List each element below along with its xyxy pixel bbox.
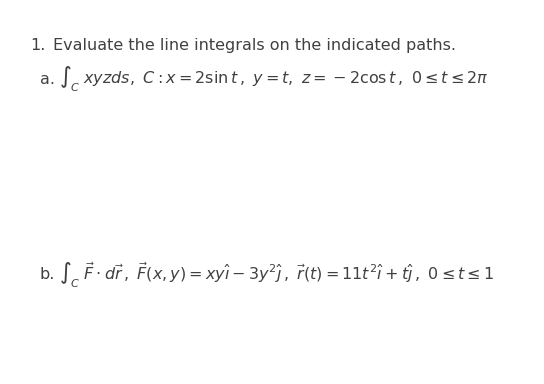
Text: $\int_C\ \vec{F} \cdot d\vec{r}\,,\ \vec{F}(x,y) = xy\hat{\imath} - 3y^2\hat{\jm: $\int_C\ \vec{F} \cdot d\vec{r}\,,\ \vec… — [59, 260, 494, 290]
Text: $\int_C\ xyzds,\ C: x = 2\sin t\,,\ y = t,\ z = -2\cos t\,,\ 0 \leq t \leq 2\pi$: $\int_C\ xyzds,\ C: x = 2\sin t\,,\ y = … — [59, 65, 489, 94]
Text: 1.: 1. — [30, 38, 46, 53]
Text: a.: a. — [40, 72, 55, 87]
Text: Evaluate the line integrals on the indicated paths.: Evaluate the line integrals on the indic… — [53, 38, 456, 53]
Text: b.: b. — [40, 267, 55, 282]
